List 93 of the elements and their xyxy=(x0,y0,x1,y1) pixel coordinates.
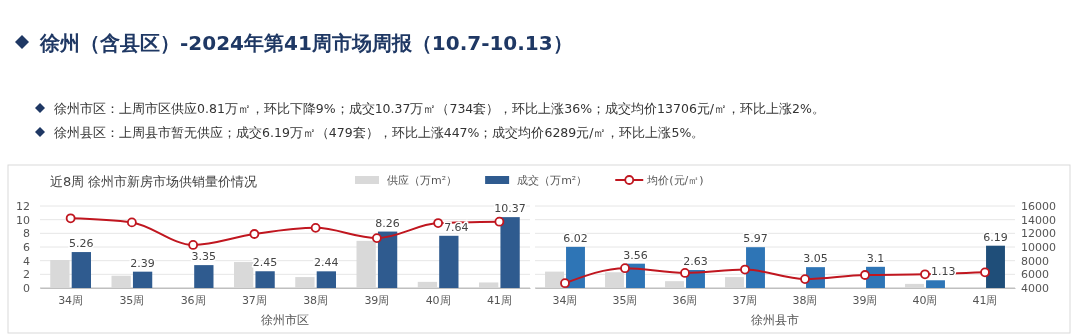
x-tick-label: 35周 xyxy=(119,293,145,307)
chart-title: 徐州（含县区）-2024年第41周市场周报（10.7-10.13） xyxy=(39,31,573,55)
bar xyxy=(132,271,153,288)
point xyxy=(371,233,382,244)
x-tick-label: 40周 xyxy=(425,293,451,307)
bar xyxy=(295,277,315,288)
bar xyxy=(194,265,214,288)
y2-tick-label: 12000 xyxy=(1021,227,1056,241)
data-label: 8.26 xyxy=(375,216,400,230)
legend-label: 成交（万m²） xyxy=(517,174,588,187)
point xyxy=(560,278,570,289)
x-tick-label: 38周 xyxy=(303,293,329,307)
y2-tick-label: 6000 xyxy=(1021,268,1049,282)
bar xyxy=(926,280,945,288)
bar xyxy=(605,272,624,288)
y-tick-label: 12 xyxy=(16,200,30,214)
bar xyxy=(905,283,924,288)
y-tick-label: 10 xyxy=(16,213,30,227)
bar xyxy=(234,262,254,288)
x-tick-label: 37周 xyxy=(241,293,267,307)
y2-tick-label: 14000 xyxy=(1021,213,1056,227)
chart-subtitle: 近8周 徐州市新房市场供销量价情况 xyxy=(50,174,258,189)
bar xyxy=(111,275,131,288)
data-label: 6.19 xyxy=(983,230,1008,244)
point xyxy=(126,217,137,228)
bar xyxy=(377,231,398,288)
x-tick-label: 41周 xyxy=(486,293,512,307)
bar xyxy=(500,217,520,288)
x-tick-label: 38周 xyxy=(792,293,818,307)
x-tick-label: 34周 xyxy=(58,293,84,307)
x-axis-title: 徐州县市 xyxy=(751,313,799,327)
data-label: 5.26 xyxy=(69,237,94,251)
bar xyxy=(255,271,275,288)
point xyxy=(980,267,990,278)
data-label: 10.37 xyxy=(494,202,526,216)
y-tick-label: 4 xyxy=(23,254,30,268)
text: 徐州县区：上周县市暂无供应；成交6.19万㎡（479套），环比上涨447%；成交均价6289元/㎡，环比上涨5%。 xyxy=(54,125,705,140)
bar xyxy=(479,282,499,288)
y-tick-label: 0 xyxy=(23,282,30,296)
x-tick-label: 34周 xyxy=(552,293,578,307)
y2-tick-label: 4000 xyxy=(1021,282,1049,296)
point xyxy=(494,216,505,227)
legend-label: 供应（万m²） xyxy=(387,174,458,187)
x-axis-title: 徐州市区 xyxy=(261,313,309,327)
data-label: 6.02 xyxy=(563,231,588,245)
bar xyxy=(566,246,585,288)
data-label: 2.63 xyxy=(683,255,708,269)
bar xyxy=(986,245,1005,288)
bar xyxy=(665,281,684,288)
x-tick-label: 41周 xyxy=(972,293,998,307)
bar xyxy=(417,281,438,288)
x-tick-label: 36周 xyxy=(672,293,698,307)
data-label: 2.39 xyxy=(130,256,155,270)
y2-tick-label: 8000 xyxy=(1021,254,1049,268)
data-label: 3.1 xyxy=(866,251,885,265)
data-label: 5.97 xyxy=(743,232,768,246)
x-tick-label: 35周 xyxy=(612,293,638,307)
legend-label: 均价(元/㎡) xyxy=(646,174,704,187)
data-label: 2.45 xyxy=(252,256,278,270)
x-tick-label: 40周 xyxy=(912,293,938,307)
text: 徐州市区：上周市区供应0.81万㎡，环比下降9%；成交10.37万㎡（734套），环比上涨36%；成交均价13706元/㎡，环比上涨2%。 xyxy=(54,101,825,116)
x-tick-label: 39周 xyxy=(852,293,878,307)
y-tick-label: 2 xyxy=(23,268,30,282)
point xyxy=(920,269,930,280)
data-label: 3.35 xyxy=(191,250,217,264)
bar xyxy=(439,235,459,288)
point xyxy=(65,213,76,224)
bar xyxy=(725,277,744,288)
data-label: 3.05 xyxy=(803,252,828,266)
y2-tick-label: 10000 xyxy=(1021,241,1056,255)
bar xyxy=(71,252,91,288)
point xyxy=(860,270,870,280)
point xyxy=(433,218,444,228)
point xyxy=(800,274,810,285)
x-tick-label: 37周 xyxy=(732,293,758,307)
x-tick-label: 36周 xyxy=(180,293,206,307)
point xyxy=(188,240,199,250)
y-tick-label: 8 xyxy=(23,227,30,241)
x-tick-label: 39周 xyxy=(364,293,390,307)
bar xyxy=(316,271,336,288)
point xyxy=(620,263,630,274)
data-label: 3.56 xyxy=(623,248,648,262)
point xyxy=(249,229,260,239)
bar xyxy=(50,259,70,288)
data-label: 2.44 xyxy=(314,256,339,270)
bar xyxy=(746,247,765,288)
point xyxy=(680,268,690,278)
bar xyxy=(356,240,376,288)
data-label: 7.64 xyxy=(444,220,469,234)
y-tick-label: 6 xyxy=(23,241,30,255)
y2-tick-label: 16000 xyxy=(1021,200,1056,214)
point xyxy=(310,222,321,233)
point xyxy=(740,264,750,275)
